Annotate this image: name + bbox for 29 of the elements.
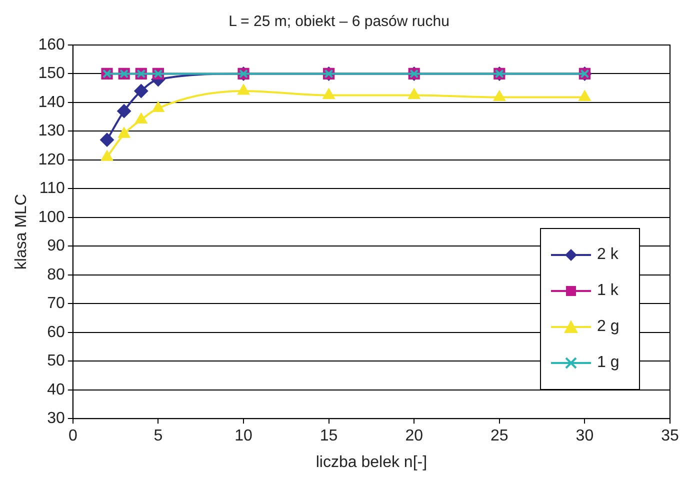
x-axis-title: liczba belek n[-] bbox=[316, 454, 428, 471]
x-tick-label: 10 bbox=[234, 428, 252, 445]
x-tick-label: 5 bbox=[154, 428, 163, 445]
legend-label: 1 g bbox=[597, 354, 620, 372]
legend-label: 2 k bbox=[597, 246, 618, 264]
y-tick-label: 160 bbox=[38, 36, 65, 54]
chart-title: L = 25 m; obiekt – 6 pasów ruchu bbox=[228, 13, 450, 30]
y-tick-label: 140 bbox=[38, 94, 65, 111]
y-tick-label: 120 bbox=[38, 151, 65, 168]
y-tick-label: 90 bbox=[47, 238, 65, 255]
x-tick-label: 15 bbox=[320, 428, 338, 445]
x-tick-label: 25 bbox=[490, 428, 508, 445]
y-tick-label: 80 bbox=[47, 266, 65, 284]
y-tick-label: 50 bbox=[47, 352, 65, 370]
x-tick-label: 30 bbox=[576, 428, 594, 445]
x-tick-label: 0 bbox=[68, 428, 78, 445]
y-tick-label: 110 bbox=[39, 180, 65, 198]
legend-label: 2 g bbox=[597, 318, 620, 336]
y-tick-label: 130 bbox=[38, 122, 65, 140]
legend-label: 1 k bbox=[597, 282, 618, 300]
y-tick-label: 60 bbox=[47, 324, 65, 341]
y-tick-label: 150 bbox=[38, 65, 65, 82]
y-tick-label: 40 bbox=[47, 381, 65, 398]
x-tick-label: 35 bbox=[661, 428, 679, 445]
y-tick-label: 100 bbox=[38, 208, 65, 226]
x-tick-label: 20 bbox=[405, 428, 424, 445]
y-tick-label: 30 bbox=[47, 410, 65, 428]
y-tick-label: 70 bbox=[47, 295, 65, 312]
y-axis-title: klasa MLC bbox=[13, 194, 30, 270]
